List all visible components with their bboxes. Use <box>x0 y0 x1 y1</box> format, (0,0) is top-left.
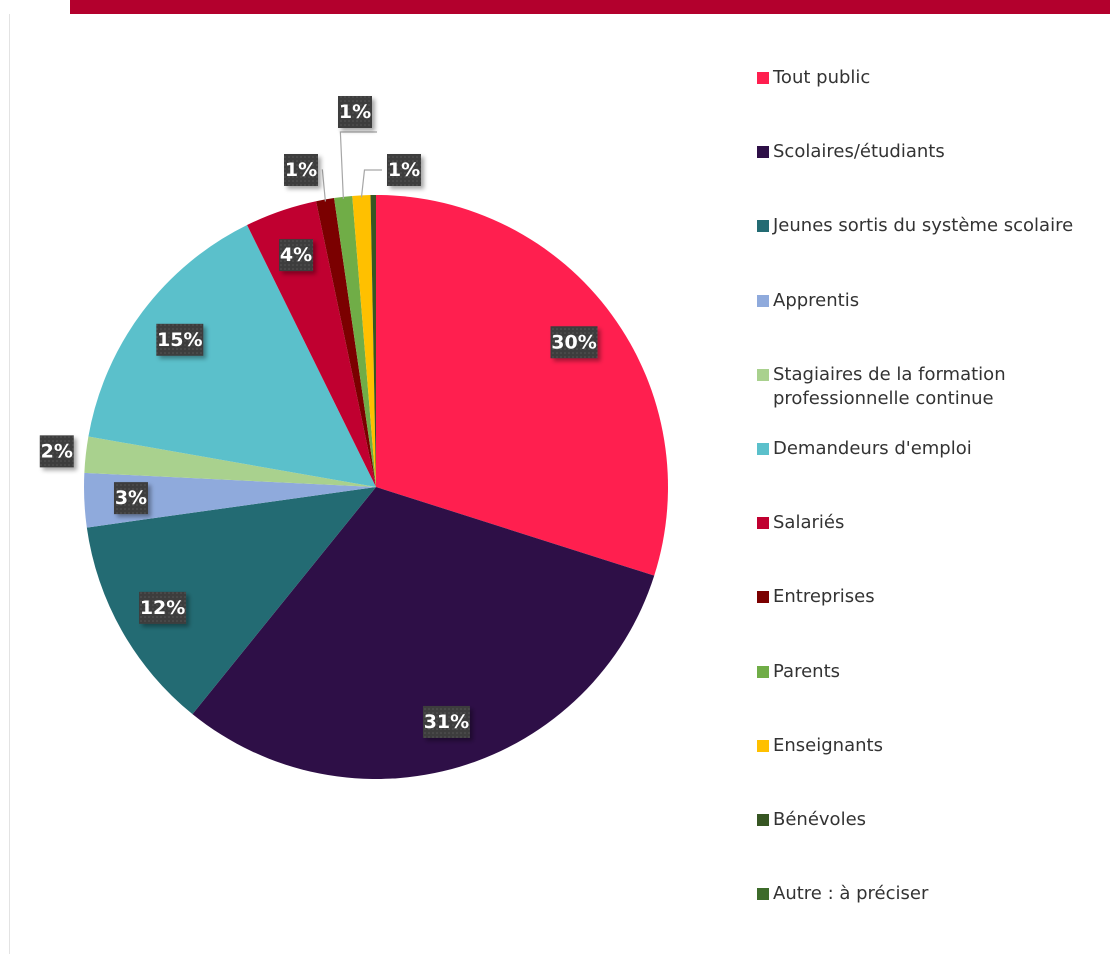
header-bar <box>70 0 1110 14</box>
data-label: 4% <box>279 239 314 272</box>
legend-swatch <box>757 294 769 307</box>
legend-label: Demandeurs d'emploi <box>773 438 972 459</box>
data-label-box <box>113 482 148 515</box>
legend-label: Parents <box>773 660 840 682</box>
legend-swatch <box>757 368 769 381</box>
legend-swatch <box>757 72 769 84</box>
legend-item: Entreprises <box>757 585 1108 609</box>
legend-swatch <box>757 220 769 233</box>
legend-label: Entreprises <box>773 586 875 608</box>
legend-label: Jeunes sortis du système scolaire <box>773 215 1074 237</box>
data-label-box <box>156 323 204 356</box>
leader-line <box>360 169 382 198</box>
data-label: 1% <box>387 154 421 186</box>
legend-label: Tout public <box>773 67 871 88</box>
legend-item: Tout public <box>757 66 1108 90</box>
legend-label: Salariés <box>773 512 845 534</box>
legend-swatch <box>757 739 769 752</box>
legend-label: Autre : à préciser <box>773 883 929 905</box>
pie-slice <box>376 195 669 576</box>
legend-swatch <box>757 443 769 455</box>
data-label-box <box>387 154 421 186</box>
pie-slice <box>86 487 376 715</box>
legend-item: Bénévoles <box>757 808 1108 832</box>
leader-line <box>321 169 326 202</box>
data-label-box <box>39 435 74 468</box>
data-label-text: 1% <box>339 101 371 123</box>
legend-label: Scolaires/étudiants <box>773 141 945 163</box>
data-label-box <box>550 326 598 359</box>
legend-item: Enseignants <box>757 734 1108 758</box>
legend-swatch <box>757 888 769 901</box>
legend-item: Jeunes sortis du système scolaire <box>757 214 1108 238</box>
data-label-text: 4% <box>280 244 312 266</box>
data-label-box <box>284 154 318 186</box>
leader-line <box>339 131 377 199</box>
data-label-box <box>338 96 372 128</box>
legend-item: Apprentis <box>757 289 1108 313</box>
legend-item: Autre : à préciser <box>757 882 1108 906</box>
data-label: 15% <box>156 323 204 356</box>
data-label-box <box>422 705 470 738</box>
legend-label: Enseignants <box>773 734 883 756</box>
data-label-text: 1% <box>285 159 317 181</box>
data-label: 2% <box>39 435 74 468</box>
data-label: 31% <box>422 705 470 738</box>
data-label-text: 3% <box>115 487 147 509</box>
data-label-text: 30% <box>551 331 596 353</box>
data-label: 3% <box>113 482 148 515</box>
frame-line <box>9 14 10 954</box>
legend-swatch <box>757 146 769 159</box>
legend-swatch <box>757 814 769 826</box>
legend-item: Scolaires/étudiants <box>757 140 1108 164</box>
pie-slice <box>370 195 376 487</box>
legend-swatch <box>757 591 769 604</box>
legend-label: Apprentis <box>773 289 860 311</box>
pie-slice <box>84 436 376 487</box>
data-label: 12% <box>139 591 187 624</box>
pie-slice <box>316 198 376 487</box>
data-label: 30% <box>550 326 598 359</box>
legend-item: Stagiaires de la formation professionnel… <box>757 363 1108 411</box>
data-label-box <box>279 239 314 272</box>
legend-item: Demandeurs d'emploi <box>757 437 1108 461</box>
pie-slice <box>352 195 376 487</box>
data-label: 1% <box>284 154 318 186</box>
pie-slice <box>247 201 376 487</box>
data-label-text: 15% <box>157 329 202 351</box>
legend-label: Bénévoles <box>773 809 867 830</box>
data-label-text: 2% <box>41 440 73 462</box>
legend-label: Stagiaires de la formation professionnel… <box>773 363 1006 409</box>
data-label-text: 1% <box>388 159 420 181</box>
legend-item: Salariés <box>757 511 1108 535</box>
pie-slice <box>192 487 655 779</box>
pie-slice <box>84 472 377 528</box>
data-label: 1% <box>338 96 372 128</box>
legend-swatch <box>757 517 769 530</box>
pie-slice <box>334 195 376 487</box>
data-label-text: 12% <box>140 597 185 619</box>
legend-swatch <box>757 665 769 678</box>
data-label-text: 31% <box>424 711 469 733</box>
pie-slice <box>88 225 376 487</box>
legend-item: Parents <box>757 660 1108 684</box>
data-label-box <box>139 591 187 624</box>
